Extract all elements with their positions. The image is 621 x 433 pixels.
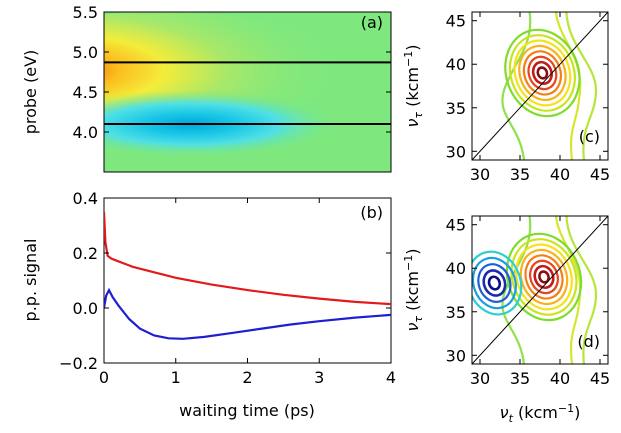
panel-b-ytick-label: −0.2: [59, 354, 98, 373]
panel-a-y-ticks: 5.5 5.0 4.5 4.0: [73, 3, 391, 142]
panel-d-outer-contour: [565, 216, 598, 364]
panel-d-ytick-label: 45: [446, 216, 466, 235]
panel-b-plot: [104, 211, 391, 340]
panel-d-xtick-label: 35: [510, 369, 530, 388]
panel-d-diagonal-line: [472, 216, 608, 364]
panel-b-xtick-label: 1: [171, 368, 181, 387]
panel-a-ytick-label: 4.5: [73, 83, 98, 102]
panel-d-negative-contour: [482, 269, 507, 297]
panel-a-ylabel: probe (eV): [21, 50, 40, 135]
panel-d-contours: [472, 216, 608, 364]
panel-b-frame: [103, 197, 392, 364]
heatmap-area: [104, 12, 391, 172]
panel-b-ytick-label: 0.0: [73, 299, 98, 318]
panel-c-positive-contour: [513, 39, 572, 107]
panel-d-negative-contour: [487, 275, 502, 291]
panel-c-outer-contour: [554, 12, 582, 160]
panel-b-x-ticks: 0 1 2 3 4: [99, 198, 396, 387]
panel-d-negative-contour: [472, 256, 517, 310]
panel-d-ytick-label: 30: [446, 346, 466, 365]
panel-b: 0.4 0.2 0.0 −0.2 0 1 2 3 4 p.p. signal waiting …: [21, 189, 396, 420]
panel-d-positive-contour: [519, 248, 569, 306]
panel-c-xtick-label: 35: [510, 165, 530, 184]
panel-d-xtick-label: 45: [590, 369, 610, 388]
panel-d-ylabel: ντ (kcm−1): [402, 248, 425, 331]
series-blue-line: [104, 287, 391, 340]
panel-c-positive-contour: [536, 66, 549, 80]
panel-c-positive-contour: [531, 60, 553, 86]
panel-c-outer-contour: [565, 12, 598, 160]
panel-b-y-ticks: 0.4 0.2 0.0 −0.2: [59, 189, 391, 373]
panel-c-positive-contour: [527, 55, 558, 91]
panel-c-ytick-label: 30: [446, 142, 466, 161]
panel-a-ytick-label: 5.5: [73, 3, 98, 22]
panel-d-positive-contour: [533, 264, 555, 290]
panel-c-xtick-label: 45: [590, 165, 610, 184]
panel-d-positive-contour: [538, 270, 550, 284]
panel-d-positive-contour: [524, 254, 564, 300]
panel-d-negative-contour: [477, 263, 512, 303]
panel-d-frame: [471, 215, 609, 365]
panel-d-xtick-label: 40: [550, 369, 570, 388]
panel-b-ytick-label: 0.4: [73, 189, 98, 208]
panel-c-positive-contour: [504, 28, 581, 118]
panel-c-ylabel: ντ (kcm−1): [402, 44, 425, 127]
panel-b-xtick-label: 0: [99, 368, 109, 387]
panel-d-ytick-label: 35: [446, 303, 466, 322]
panel-c-xtick-label: 30: [470, 165, 490, 184]
panel-b-xtick-label: 3: [314, 368, 324, 387]
panel-c-label: (c): [579, 127, 600, 146]
panel-c-frame: [471, 11, 609, 161]
panel-c-positive-contour: [508, 34, 576, 112]
panel-c-ytick-label: 35: [446, 99, 466, 118]
panel-c-outer-contour: [501, 12, 532, 160]
panel-d-positive-contour: [515, 243, 573, 311]
panel-a-ytick-label: 5.0: [73, 43, 98, 62]
panel-c-positive-contour: [522, 50, 563, 96]
panel-d-xtick-label: 30: [470, 369, 490, 388]
panel-b-ylabel: p.p. signal: [21, 239, 40, 322]
panel-c-contours: [472, 12, 608, 160]
panel-c-xtick-label: 40: [550, 165, 570, 184]
panel-d-label: (d): [577, 332, 600, 351]
panel-d-positive-contour: [510, 238, 578, 316]
panel-b-ytick-label: 0.2: [73, 244, 98, 263]
panel-a: 5.5 5.0 4.5 4.0 probe (eV) (a): [21, 3, 392, 173]
panel-b-xlabel: waiting time (ps): [179, 401, 315, 420]
panel-b-xtick-label: 2: [242, 368, 252, 387]
panel-a-ytick-label: 4.0: [73, 123, 98, 142]
panel-a-label: (a): [361, 13, 383, 32]
panel-c-diagonal-line: [472, 12, 608, 160]
panel-c-positive-contour: [518, 44, 567, 102]
panel-d-negative-contour: [472, 250, 523, 316]
panel-d-ytick-label: 40: [446, 259, 466, 278]
panel-c-ytick-label: 40: [446, 55, 466, 74]
panel-b-label: (b): [360, 203, 383, 222]
panel-d-xlabel: νt (kcm−1): [500, 402, 581, 425]
panel-c-ytick-label: 45: [446, 12, 466, 31]
series-red-line: [104, 211, 391, 306]
panel-b-xtick-label: 4: [386, 368, 396, 387]
